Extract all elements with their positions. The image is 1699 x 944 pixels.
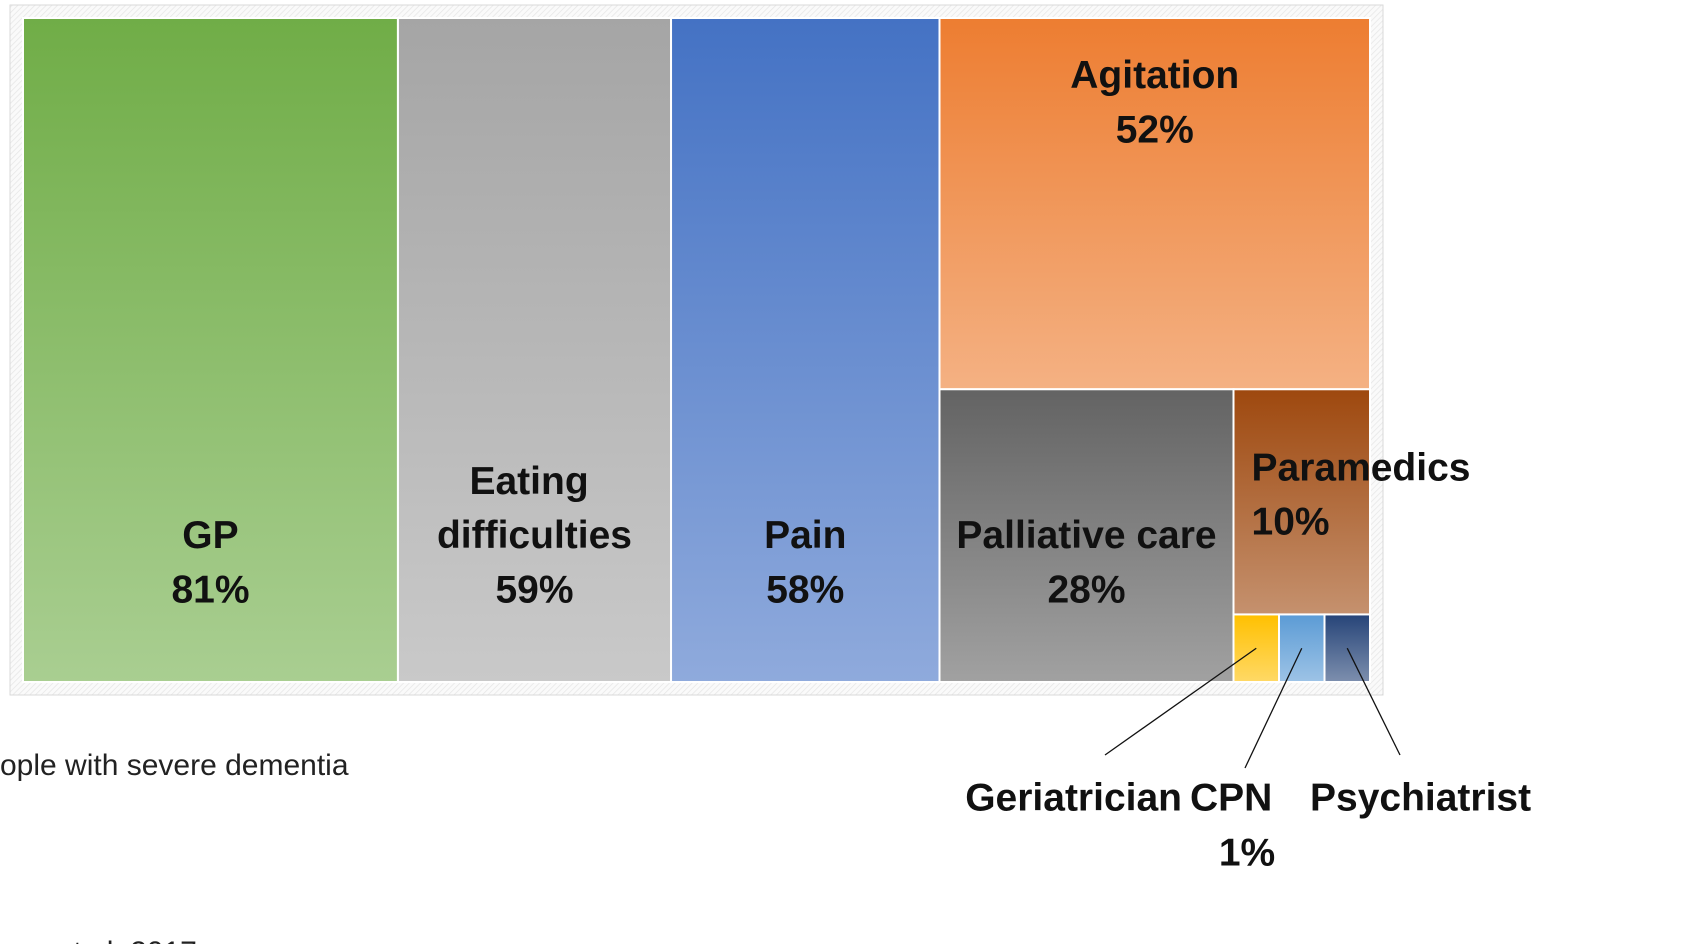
category-label: Geriatrician: [965, 776, 1182, 819]
category-label: Agitation: [1070, 54, 1239, 97]
value-label: 81%: [171, 568, 249, 611]
tile: [670, 17, 941, 683]
annotation: son et al. 2017: [0, 936, 197, 944]
value-label: 10%: [1252, 501, 1330, 544]
tile: [1232, 613, 1281, 684]
category-label: GP: [182, 514, 238, 557]
value-label: 58%: [766, 568, 844, 611]
value-label: 59%: [495, 568, 573, 611]
tile: [938, 388, 1235, 683]
leader-line: [1346, 647, 1401, 756]
value-label: 52%: [1116, 108, 1194, 151]
category-label: Paramedics: [1252, 447, 1471, 490]
tile: [938, 17, 1371, 391]
category-label: Eating difficulties: [437, 460, 632, 557]
leader-line: [1104, 647, 1257, 756]
tile: [1278, 613, 1326, 684]
category-label: Psychiatrist: [1310, 776, 1531, 819]
value-label: 1%: [1219, 831, 1275, 874]
category-label: CPN: [1190, 776, 1272, 819]
leader-line: [1244, 647, 1303, 769]
category-label: Palliative care: [956, 514, 1216, 557]
category-label: Pain: [764, 514, 846, 557]
tile: [22, 17, 399, 683]
tile: [1323, 613, 1371, 684]
annotation: ople with severe dementia: [0, 749, 349, 782]
tile: [396, 17, 673, 683]
value-label: 28%: [1047, 568, 1125, 611]
